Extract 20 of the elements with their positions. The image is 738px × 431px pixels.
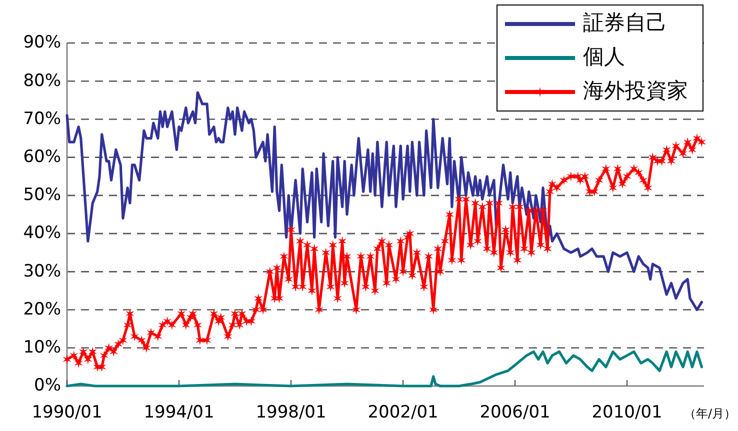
x-tick-label: 1998/01 [256,402,326,423]
x-tick-label: 2006/01 [480,402,550,423]
y-tick-label: 40% [23,223,61,244]
y-tick-label: 10% [23,338,61,358]
legend-label: 海外投資家 [583,78,688,103]
y-tick-label: 20% [23,299,61,320]
y-tick-label: 80% [23,70,61,91]
legend-label: 個人 [583,44,625,69]
y-tick-label: 90% [23,32,61,53]
y-tick-label: 70% [23,108,61,129]
x-tick-label: 2002/01 [368,402,438,423]
y-tick-label: 30% [23,261,61,282]
y-tick-label: 50% [23,185,61,206]
y-tick-label: 0% [34,376,61,396]
y-tick-label: 60% [23,146,61,167]
x-tick-label: 1994/01 [144,402,214,423]
x-tick-label: 1990/01 [32,402,102,423]
x-axis-title: （年/月） [684,406,736,420]
legend-label: 証券自己 [583,10,667,35]
x-tick-label: 2010/01 [592,402,662,423]
